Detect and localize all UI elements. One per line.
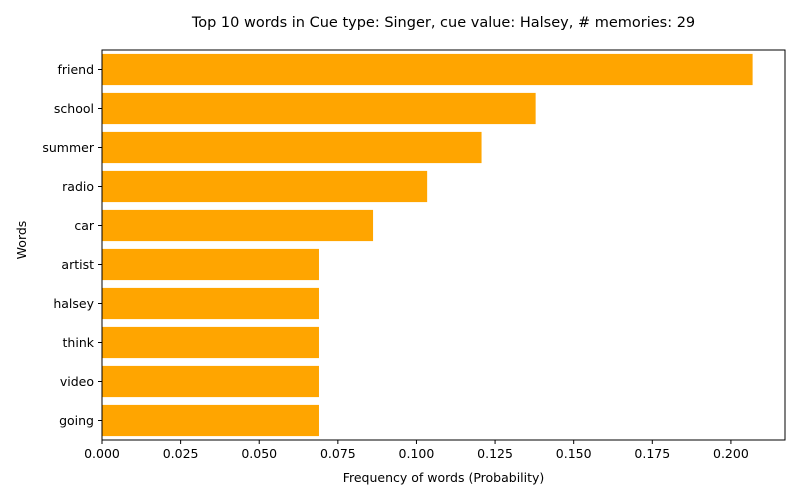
bar-summer — [102, 131, 482, 164]
bar-car — [102, 209, 374, 242]
bar-going — [102, 404, 319, 437]
bar-think — [102, 326, 319, 359]
bar-video — [102, 365, 319, 398]
axes-frame — [101, 49, 786, 441]
x-axis-label: Frequency of words (Probability) — [343, 470, 545, 485]
y-tick-label: halsey — [53, 296, 94, 311]
y-tick-label: radio — [62, 179, 94, 194]
y-tick-label: artist — [61, 257, 94, 272]
bar-radio — [102, 170, 428, 203]
x-tick-label: 0.050 — [241, 446, 277, 461]
bar-halsey — [102, 287, 319, 320]
y-tick-label: video — [60, 374, 94, 389]
x-tick-label: 0.025 — [163, 446, 199, 461]
y-axis-label: Words — [14, 221, 29, 260]
x-tick-label: 0.150 — [556, 446, 592, 461]
y-tick-label: going — [59, 413, 94, 428]
bar-artist — [102, 248, 319, 281]
y-tick-label: think — [63, 335, 95, 350]
bar-friend — [102, 53, 753, 86]
x-tick-label: 0.100 — [399, 446, 435, 461]
y-tick-label: summer — [42, 140, 94, 155]
x-tick-label: 0.075 — [320, 446, 356, 461]
y-tick-label: school — [54, 101, 94, 116]
y-tick-label: car — [74, 218, 95, 233]
x-tick-label: 0.125 — [477, 446, 513, 461]
y-tick-label: friend — [57, 62, 94, 77]
bar-school — [102, 92, 536, 125]
x-tick-label: 0.000 — [84, 446, 120, 461]
x-tick-label: 0.175 — [634, 446, 670, 461]
chart-title: Top 10 words in Cue type: Singer, cue va… — [191, 15, 695, 31]
x-tick-label: 0.200 — [713, 446, 749, 461]
plot-area: friend school summer radio car artist halsey th… — [42, 49, 786, 461]
